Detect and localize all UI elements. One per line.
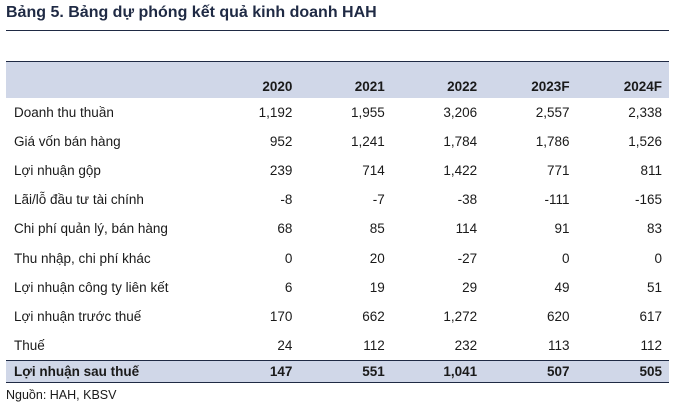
table-row: Lãi/lỗ đầu tư tài chính -8 -7 -38 -111 -… bbox=[6, 185, 669, 214]
cell-value: 29 bbox=[462, 279, 478, 295]
table-title: Bảng 5. Bảng dự phóng kết quả kinh doanh… bbox=[6, 4, 377, 21]
cell-value: 2,557 bbox=[535, 104, 570, 120]
cell-value: 19 bbox=[369, 279, 385, 295]
row-label: Thu nhập, chi phí khác bbox=[14, 250, 151, 266]
cell-value: 51 bbox=[646, 279, 662, 295]
table-row: Thuế 24 112 232 113 112 bbox=[6, 331, 669, 360]
cell-value: 85 bbox=[369, 221, 385, 237]
table-header-row: 2020 2021 2022 2023F 2024F bbox=[6, 61, 669, 98]
cell-value: 620 bbox=[547, 308, 570, 324]
cell-value: 0 bbox=[562, 250, 570, 266]
table-row: Thu nhập, chi phí khác 0 20 -27 0 0 bbox=[6, 243, 669, 272]
cell-value: 49 bbox=[554, 279, 570, 295]
table-row: Lợi nhuận công ty liên kết 6 19 29 49 51 bbox=[6, 273, 669, 302]
cell-value: 2,338 bbox=[628, 104, 662, 120]
cell-value: -8 bbox=[280, 192, 293, 208]
header-year: 2022 bbox=[391, 61, 485, 98]
header-year: 2024F bbox=[576, 61, 669, 98]
cell-value: 91 bbox=[554, 221, 570, 237]
row-label: Lợi nhuận công ty liên kết bbox=[14, 279, 169, 295]
cell-value: 811 bbox=[640, 162, 662, 178]
cell-value: 0 bbox=[654, 250, 662, 266]
header-year: 2020 bbox=[207, 61, 300, 98]
source-note: Nguồn: HAH, KBSV bbox=[6, 388, 117, 402]
cell-value: 617 bbox=[639, 308, 662, 324]
row-label: Giá vốn bán hàng bbox=[14, 133, 121, 149]
cell-value: 662 bbox=[362, 308, 385, 324]
cell-value: 714 bbox=[362, 162, 385, 178]
header-label bbox=[6, 61, 207, 98]
total-row: Lợi nhuận sau thuế 147 551 1,041 507 505 bbox=[6, 359, 669, 383]
table-row: Giá vốn bán hàng 952 1,241 1,784 1,786 1… bbox=[6, 127, 669, 156]
total-value: 1,041 bbox=[391, 359, 485, 383]
cell-value: 1,955 bbox=[350, 104, 385, 120]
forecast-table: 2020 2021 2022 2023F 2024F Doanh thu thu… bbox=[6, 61, 669, 383]
cell-value: 83 bbox=[646, 221, 662, 237]
cell-value: 170 bbox=[269, 308, 293, 324]
cell-value: 68 bbox=[277, 221, 293, 237]
row-label: Doanh thu thuần bbox=[14, 104, 114, 120]
row-label: Thuế bbox=[14, 337, 45, 353]
total-value: 507 bbox=[484, 359, 577, 383]
cell-value: 114 bbox=[455, 221, 478, 237]
cell-value: 24 bbox=[277, 337, 293, 353]
cell-value: 112 bbox=[363, 337, 385, 353]
cell-value: 1,786 bbox=[535, 133, 570, 149]
cell-value: -27 bbox=[457, 250, 478, 266]
cell-value: 1,526 bbox=[628, 133, 662, 149]
cell-value: 771 bbox=[547, 162, 570, 178]
cell-value: 20 bbox=[369, 250, 385, 266]
table-row: Lợi nhuận trước thuế 170 662 1,272 620 6… bbox=[6, 302, 669, 331]
total-value: 551 bbox=[299, 359, 392, 383]
cell-value: 1,422 bbox=[443, 162, 478, 178]
cell-value: 952 bbox=[269, 133, 293, 149]
cell-value: 112 bbox=[640, 337, 662, 353]
row-label: Lợi nhuận trước thuế bbox=[14, 308, 142, 324]
table-row: Doanh thu thuần 1,192 1,955 3,206 2,557 … bbox=[6, 98, 669, 127]
row-label: Lãi/lỗ đầu tư tài chính bbox=[14, 192, 144, 208]
total-value: 505 bbox=[576, 359, 669, 383]
header-year: 2021 bbox=[299, 61, 392, 98]
forecast-table-container: 2020 2021 2022 2023F 2024F Doanh thu thu… bbox=[6, 61, 669, 383]
cell-value: -38 bbox=[457, 192, 478, 208]
cell-value: 113 bbox=[548, 337, 570, 353]
cell-value: 239 bbox=[269, 162, 293, 178]
cell-value: 1,272 bbox=[443, 308, 478, 324]
cell-value: 232 bbox=[454, 337, 478, 353]
header-year: 2023F bbox=[484, 61, 577, 98]
table-row: Chi phí quản lý, bán hàng 68 85 114 91 8… bbox=[6, 214, 669, 243]
cell-value: 1,241 bbox=[350, 133, 385, 149]
cell-value: 0 bbox=[284, 250, 293, 266]
cell-value: -165 bbox=[634, 192, 662, 208]
row-label: Chi phí quản lý, bán hàng bbox=[14, 221, 168, 237]
title-divider bbox=[6, 30, 669, 31]
row-label: Lợi nhuận gộp bbox=[14, 162, 101, 178]
cell-value: -111 bbox=[544, 192, 570, 208]
table-row: Lợi nhuận gộp 239 714 1,422 771 811 bbox=[6, 156, 669, 185]
total-label: Lợi nhuận sau thuế bbox=[6, 359, 207, 383]
cell-value: 6 bbox=[284, 279, 293, 295]
total-value: 147 bbox=[207, 359, 300, 383]
cell-value: 1,192 bbox=[258, 104, 293, 120]
cell-value: 1,784 bbox=[443, 133, 478, 149]
cell-value: 3,206 bbox=[443, 104, 478, 120]
cell-value: -7 bbox=[372, 192, 385, 208]
